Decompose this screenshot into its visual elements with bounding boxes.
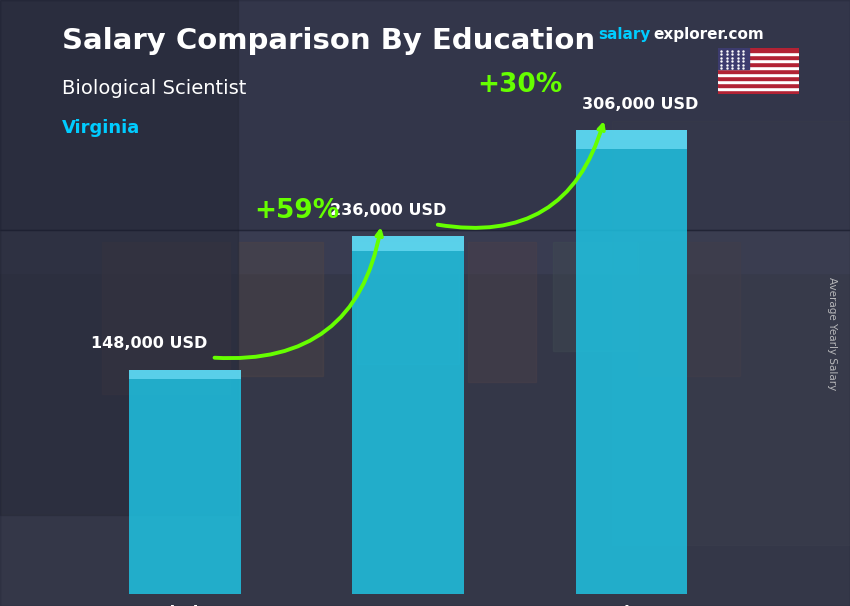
Bar: [0, 230, 850, 606]
Bar: [468, 242, 536, 382]
Bar: [718, 56, 799, 59]
Bar: [0, 0, 850, 230]
Bar: [718, 90, 799, 94]
Bar: [0, 0, 238, 515]
Text: explorer.com: explorer.com: [654, 27, 765, 42]
Bar: [718, 84, 799, 87]
Bar: [353, 236, 464, 594]
Bar: [718, 87, 799, 90]
Text: Biological Scientist: Biological Scientist: [62, 79, 246, 98]
Bar: [638, 242, 740, 376]
Text: +30%: +30%: [477, 72, 563, 98]
Bar: [575, 130, 688, 149]
Bar: [238, 242, 323, 376]
Bar: [575, 130, 688, 594]
Bar: [357, 242, 459, 364]
Bar: [718, 48, 799, 52]
Bar: [129, 370, 241, 379]
Bar: [718, 48, 749, 70]
Bar: [718, 70, 799, 73]
Bar: [353, 236, 464, 251]
Text: 306,000 USD: 306,000 USD: [582, 97, 699, 112]
Text: 236,000 USD: 236,000 USD: [330, 203, 446, 218]
Bar: [552, 242, 638, 351]
Bar: [718, 80, 799, 84]
Text: Virginia: Virginia: [62, 119, 140, 137]
Text: Salary Comparison By Education: Salary Comparison By Education: [62, 27, 595, 55]
Bar: [718, 73, 799, 76]
Bar: [718, 62, 799, 66]
Text: 148,000 USD: 148,000 USD: [91, 336, 207, 351]
Text: Average Yearly Salary: Average Yearly Salary: [827, 277, 837, 390]
Bar: [102, 242, 230, 394]
Bar: [129, 370, 241, 594]
Text: +59%: +59%: [254, 198, 339, 224]
Bar: [0, 0, 850, 273]
Text: salary: salary: [598, 27, 650, 42]
Bar: [718, 76, 799, 80]
Bar: [718, 52, 799, 56]
Bar: [612, 121, 850, 545]
Bar: [718, 59, 799, 62]
Bar: [718, 66, 799, 70]
